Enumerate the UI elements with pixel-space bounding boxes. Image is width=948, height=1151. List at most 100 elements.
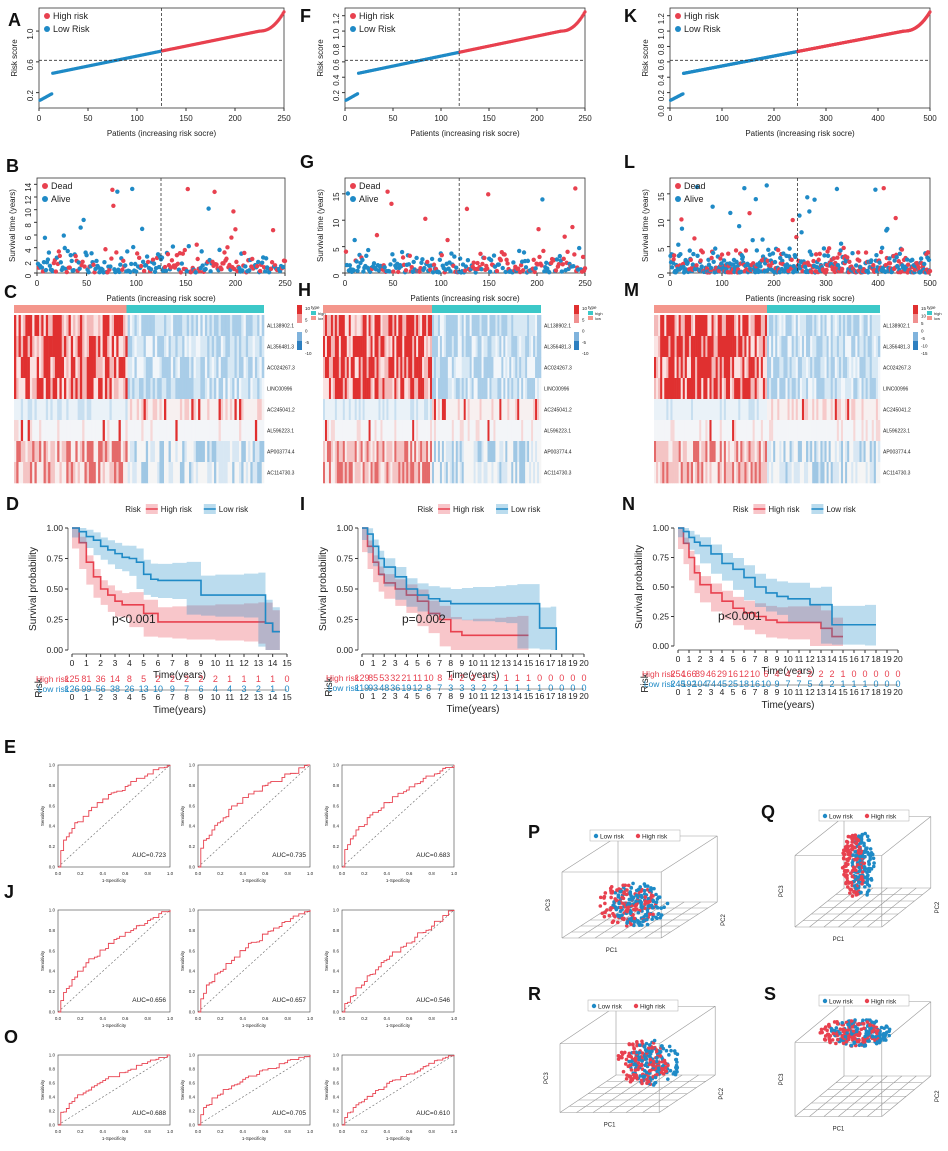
heat-cell xyxy=(362,399,365,421)
heat-cell xyxy=(867,399,871,421)
heat-cell xyxy=(34,315,38,337)
heat-cell xyxy=(360,462,363,484)
alive-point xyxy=(690,262,696,267)
heat-cell xyxy=(211,420,215,442)
heat-cell xyxy=(232,336,235,358)
heat-cell xyxy=(390,420,393,442)
heat-cell xyxy=(875,336,879,358)
heat-cell xyxy=(114,336,117,358)
heat-cell xyxy=(125,378,128,400)
heat-cell xyxy=(66,378,69,400)
heat-cell xyxy=(39,441,42,463)
heat-cell xyxy=(29,315,33,337)
heat-cell xyxy=(116,315,119,337)
gene-label: AC024267.3 xyxy=(883,366,911,372)
scale-label: -5 xyxy=(921,336,925,341)
heat-cell xyxy=(787,399,790,421)
heat-cell xyxy=(250,336,253,358)
alive-point xyxy=(793,254,798,260)
heat-cell xyxy=(497,420,500,442)
heat-cell xyxy=(824,378,827,400)
heat-cell xyxy=(98,399,101,421)
heat-cell xyxy=(170,420,174,442)
heat-cell xyxy=(877,399,881,421)
dead-point xyxy=(121,258,126,264)
heat-cell xyxy=(491,357,494,379)
heat-cell xyxy=(447,378,451,400)
heat-cell xyxy=(184,315,188,337)
heat-cell xyxy=(734,441,737,463)
heat-cell xyxy=(358,420,361,442)
heat-cell xyxy=(777,441,780,463)
heat-cell xyxy=(259,315,263,337)
heat-cell xyxy=(806,336,809,358)
heat-cell xyxy=(703,357,706,379)
heat-cell xyxy=(721,441,725,463)
heat-cell xyxy=(350,378,354,400)
heat-cell xyxy=(688,441,692,463)
heat-cell xyxy=(806,420,809,442)
heat-cell xyxy=(396,399,399,421)
heat-cell xyxy=(43,357,47,379)
heat-cell xyxy=(451,462,455,484)
heat-cell xyxy=(479,420,482,442)
risk-table-cell: 5 xyxy=(141,674,146,684)
heat-cell xyxy=(717,336,721,358)
heat-cell xyxy=(111,399,115,421)
heat-cell xyxy=(828,378,831,400)
heat-cell xyxy=(439,357,443,379)
heat-cell xyxy=(701,336,704,358)
x-tick-label: 400 xyxy=(871,114,885,123)
heat-cell xyxy=(799,420,803,442)
heat-cell xyxy=(491,399,494,421)
heat-cell xyxy=(519,378,522,400)
heat-cell xyxy=(746,420,749,442)
heat-cell xyxy=(441,462,445,484)
heat-cell xyxy=(64,441,67,463)
heat-cell xyxy=(257,336,260,358)
heat-cell xyxy=(216,357,219,379)
alive-point xyxy=(500,265,505,271)
heat-cell xyxy=(742,399,745,421)
gene-label: AL356481.3 xyxy=(267,345,294,351)
alive-point xyxy=(760,237,765,242)
alive-point xyxy=(728,210,733,216)
heat-cell xyxy=(693,378,696,400)
heat-cell xyxy=(455,357,459,379)
heat-cell xyxy=(52,462,56,484)
heat-cell xyxy=(141,420,144,442)
heat-cell xyxy=(164,336,167,358)
dead-point xyxy=(857,258,862,263)
heat-cell xyxy=(769,336,772,358)
heat-cell xyxy=(100,315,103,337)
heat-cell xyxy=(459,420,463,442)
heat-cell xyxy=(433,441,437,463)
heat-cell xyxy=(834,441,838,463)
heat-cell xyxy=(186,462,190,484)
x-tick-label: 0 xyxy=(37,114,42,123)
heat-cell xyxy=(184,378,188,400)
heat-cell xyxy=(441,336,445,358)
heat-cell xyxy=(390,462,393,484)
heat-cell xyxy=(501,462,504,484)
heat-cell xyxy=(433,336,437,358)
dead-point xyxy=(835,255,840,260)
scale-swatch xyxy=(297,341,302,350)
heat-cell xyxy=(186,420,190,442)
alive-point xyxy=(554,257,560,262)
heat-cell xyxy=(143,462,147,484)
alive-point xyxy=(62,245,67,251)
heat-cell xyxy=(114,378,117,400)
heat-cell xyxy=(392,441,395,463)
heat-cell xyxy=(713,399,716,421)
heat-cell xyxy=(350,357,354,379)
heat-cell xyxy=(25,315,28,337)
heat-cell xyxy=(239,441,242,463)
heat-cell xyxy=(410,399,413,421)
heat-cell xyxy=(323,315,326,337)
alive-point xyxy=(448,269,453,274)
heat-cell xyxy=(509,420,512,442)
heat-cell xyxy=(491,462,494,484)
heat-cell xyxy=(376,315,379,337)
heat-cell xyxy=(822,399,825,421)
